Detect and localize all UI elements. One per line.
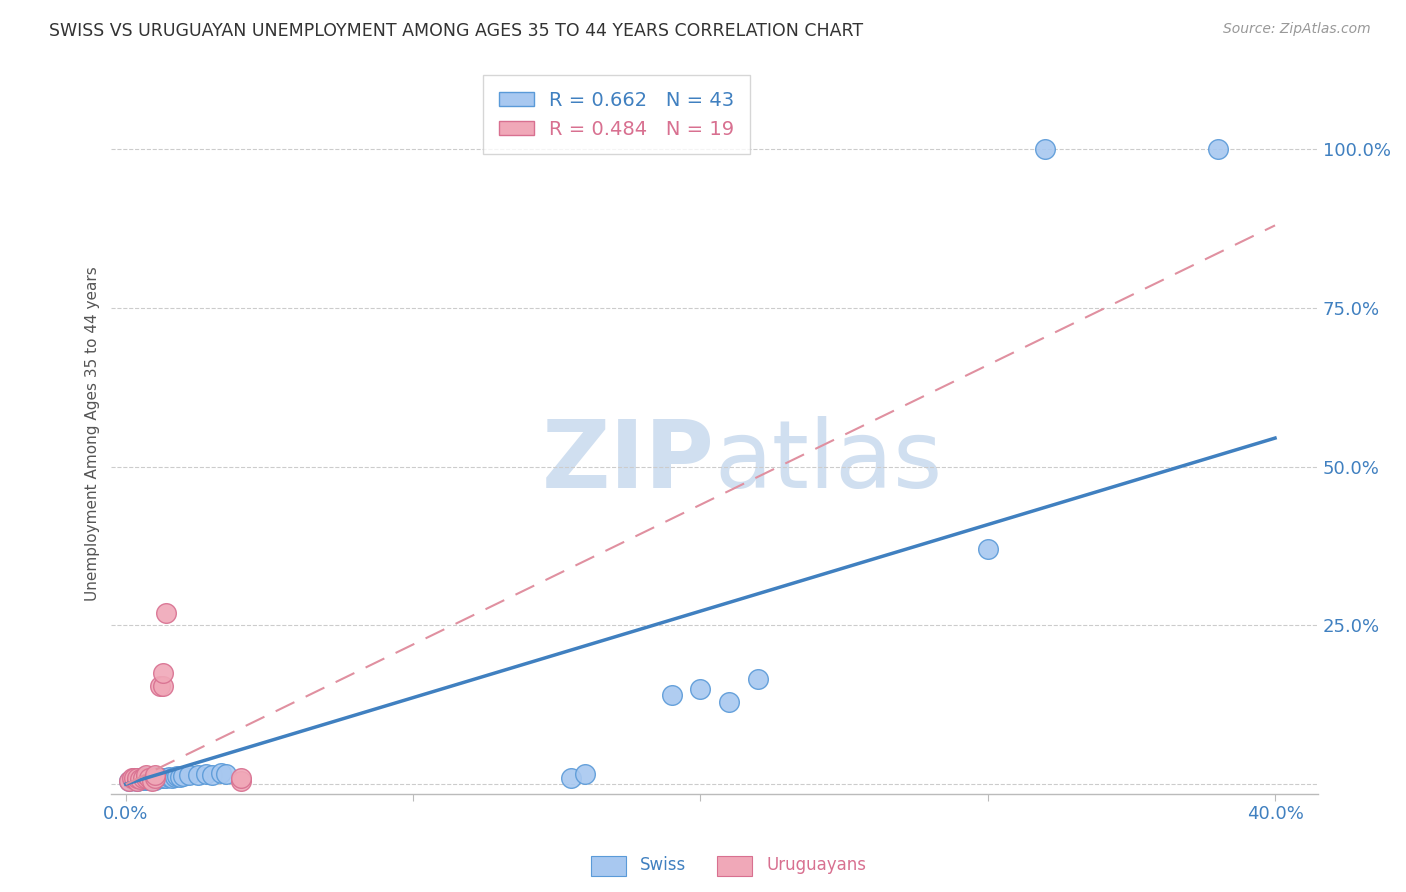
Point [132, 771, 155, 785]
Point [129, 772, 152, 786]
Point [177, 768, 200, 782]
Point [152, 666, 174, 681]
Text: ZIP: ZIP [541, 417, 714, 508]
Text: SWISS VS URUGUAYAN UNEMPLOYMENT AMONG AGES 35 TO 44 YEARS CORRELATION CHART: SWISS VS URUGUAYAN UNEMPLOYMENT AMONG AG… [49, 22, 863, 40]
Point [135, 771, 157, 785]
Point [163, 770, 186, 784]
Point [229, 774, 252, 789]
Point [143, 772, 166, 787]
Point [138, 770, 160, 784]
Point [143, 767, 166, 781]
Point [149, 771, 172, 785]
Text: Swiss: Swiss [640, 856, 686, 874]
Point [718, 695, 741, 709]
Point [187, 767, 209, 781]
Point [1033, 142, 1056, 156]
Point [138, 772, 160, 787]
Point [118, 774, 141, 789]
Point [201, 767, 224, 781]
Point [124, 773, 146, 788]
Point [560, 771, 582, 785]
Point [157, 770, 180, 784]
Point [124, 771, 146, 785]
Point [1206, 142, 1229, 156]
Point [209, 766, 232, 780]
Point [135, 773, 157, 788]
Point [155, 606, 177, 620]
Point [689, 681, 711, 696]
Point [127, 771, 149, 785]
Point [229, 771, 252, 785]
Point [127, 774, 149, 789]
Point [152, 679, 174, 693]
Point [215, 767, 238, 781]
Point [146, 771, 169, 785]
Point [132, 770, 155, 784]
Point [141, 773, 163, 788]
Point [127, 772, 149, 786]
Point [195, 767, 218, 781]
Point [124, 771, 146, 785]
Text: atlas: atlas [714, 417, 943, 508]
Point [172, 769, 194, 783]
Point [132, 772, 155, 787]
Point [169, 770, 191, 784]
Point [135, 771, 157, 785]
Point [149, 679, 172, 693]
Point [747, 673, 769, 687]
Point [121, 771, 143, 785]
Point [166, 769, 188, 783]
Point [977, 542, 1000, 557]
Point [129, 773, 152, 788]
Legend: R = 0.662   N = 43, R = 0.484   N = 19: R = 0.662 N = 43, R = 0.484 N = 19 [484, 76, 749, 154]
Point [574, 767, 596, 781]
Text: Uruguayans: Uruguayans [766, 856, 866, 874]
Text: Source: ZipAtlas.com: Source: ZipAtlas.com [1223, 22, 1371, 37]
Point [127, 774, 149, 789]
Point [129, 771, 152, 785]
Point [121, 772, 143, 786]
Point [138, 771, 160, 785]
Point [143, 771, 166, 785]
Point [160, 771, 183, 785]
Point [141, 771, 163, 785]
Point [155, 771, 177, 785]
Point [661, 688, 683, 702]
Point [118, 774, 141, 789]
Point [141, 774, 163, 789]
Point [135, 767, 157, 781]
Y-axis label: Unemployment Among Ages 35 to 44 years: Unemployment Among Ages 35 to 44 years [86, 266, 100, 600]
Point [152, 771, 174, 785]
Point [143, 770, 166, 784]
